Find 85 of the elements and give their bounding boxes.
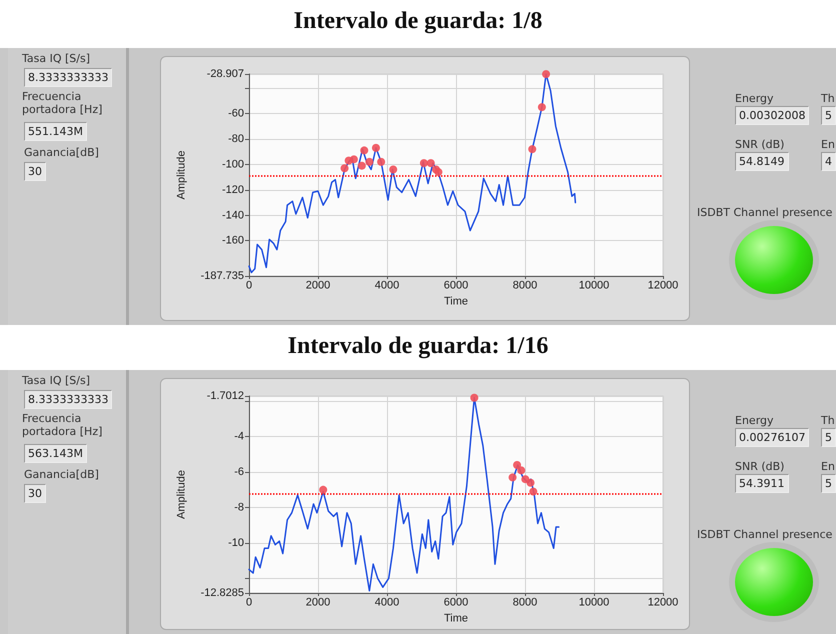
y-tick-label: -6 — [234, 466, 244, 478]
y-tick-label: -160 — [222, 234, 244, 247]
point — [377, 158, 386, 166]
text: ISDBT Channel presence — [697, 206, 832, 219]
text: Energy — [735, 414, 774, 427]
text: 5 — [821, 474, 836, 493]
x-tick-label: 6000 — [444, 596, 468, 608]
point — [372, 144, 380, 152]
text: SNR (dB) — [735, 460, 784, 473]
y-tick-label: -28.907 — [206, 68, 244, 80]
point — [360, 146, 368, 154]
text: 54.3911 — [735, 474, 788, 493]
text: Ganancia[dB] — [24, 468, 99, 481]
text: 0.00276107 — [735, 428, 810, 447]
point — [528, 145, 536, 154]
point — [365, 158, 374, 166]
x-tick-label: 8000 — [512, 596, 538, 608]
x-tick-label: 4000 — [374, 280, 400, 292]
text: 30 — [24, 484, 46, 503]
point — [513, 461, 522, 470]
point — [538, 103, 546, 112]
text: En — [821, 460, 835, 473]
x-tick-label: 0 — [246, 280, 252, 292]
x-tick-label: 2000 — [306, 280, 330, 292]
point — [350, 155, 358, 164]
x-tick-label: 10000 — [578, 596, 610, 608]
y-tick-label: -120 — [222, 184, 244, 196]
x-tick-label: 4000 — [374, 596, 400, 608]
y-tick-label: -187.735 — [200, 270, 244, 282]
point — [389, 166, 398, 174]
point — [542, 70, 550, 78]
x-axis-title: Time — [444, 295, 468, 308]
text: 551.143M — [24, 122, 87, 141]
text: ISDBT Channel presence — [697, 528, 832, 541]
x-tick-label: 12000 — [648, 596, 678, 608]
point — [426, 159, 435, 168]
y-axis-title: Amplitude — [176, 470, 188, 519]
point — [340, 164, 349, 172]
text: Ganancia[dB] — [24, 146, 99, 159]
x-axis-title: Time — [444, 612, 468, 624]
text: Frecuencia portadora [Hz] — [22, 412, 104, 438]
y-tick-label: -1.7012 — [206, 390, 244, 402]
point — [434, 168, 442, 176]
text: 54.8149 — [735, 152, 788, 171]
text: 5 — [821, 428, 836, 447]
text: Tasa IQ [S/s] — [22, 374, 90, 387]
text: Th — [821, 92, 835, 105]
y-tick-label: -8 — [234, 502, 244, 514]
text: Frecuencia portadora [Hz] — [22, 90, 104, 116]
text: Energy — [735, 92, 774, 105]
point — [420, 159, 428, 168]
x-tick-label: 6000 — [444, 280, 468, 292]
y-tick-label: -140 — [222, 209, 244, 222]
y-tick-label: -12.8285 — [200, 587, 244, 599]
point — [470, 394, 478, 402]
text: 8.3333333333 — [24, 390, 112, 409]
point — [358, 162, 366, 170]
x-tick-label: 8000 — [512, 280, 538, 292]
x-tick-label: 12000 — [648, 280, 678, 292]
text: Tasa IQ [S/s] — [22, 52, 90, 65]
text: Th — [821, 414, 835, 427]
text: 0.00302008 — [735, 106, 810, 125]
x-tick-label: 2000 — [306, 596, 330, 608]
chart-title: Intervalo de guarda: 1/8 — [292, 8, 544, 35]
point — [526, 478, 535, 487]
y-tick-label: -100 — [222, 158, 244, 170]
point — [508, 473, 517, 482]
y-tick-label: -10 — [228, 536, 244, 549]
chart-title: Intervalo de guarda: 1/16 — [286, 333, 550, 360]
y-axis-title: Amplitude — [176, 150, 188, 200]
point — [517, 466, 526, 474]
point — [529, 488, 538, 496]
point — [319, 486, 328, 494]
text: 8.3333333333 — [24, 68, 112, 87]
y-tick-label: -60 — [228, 108, 244, 120]
text: 4 — [821, 152, 836, 171]
x-tick-label: 0 — [246, 596, 252, 608]
text: 5 — [821, 106, 836, 125]
text: En — [821, 138, 835, 151]
y-tick-label: -4 — [234, 430, 244, 443]
text: 30 — [24, 162, 46, 181]
x-tick-label: 10000 — [578, 280, 610, 292]
text: SNR (dB) — [735, 138, 784, 151]
y-tick-label: -80 — [228, 132, 244, 145]
text: 563.143M — [24, 444, 87, 463]
